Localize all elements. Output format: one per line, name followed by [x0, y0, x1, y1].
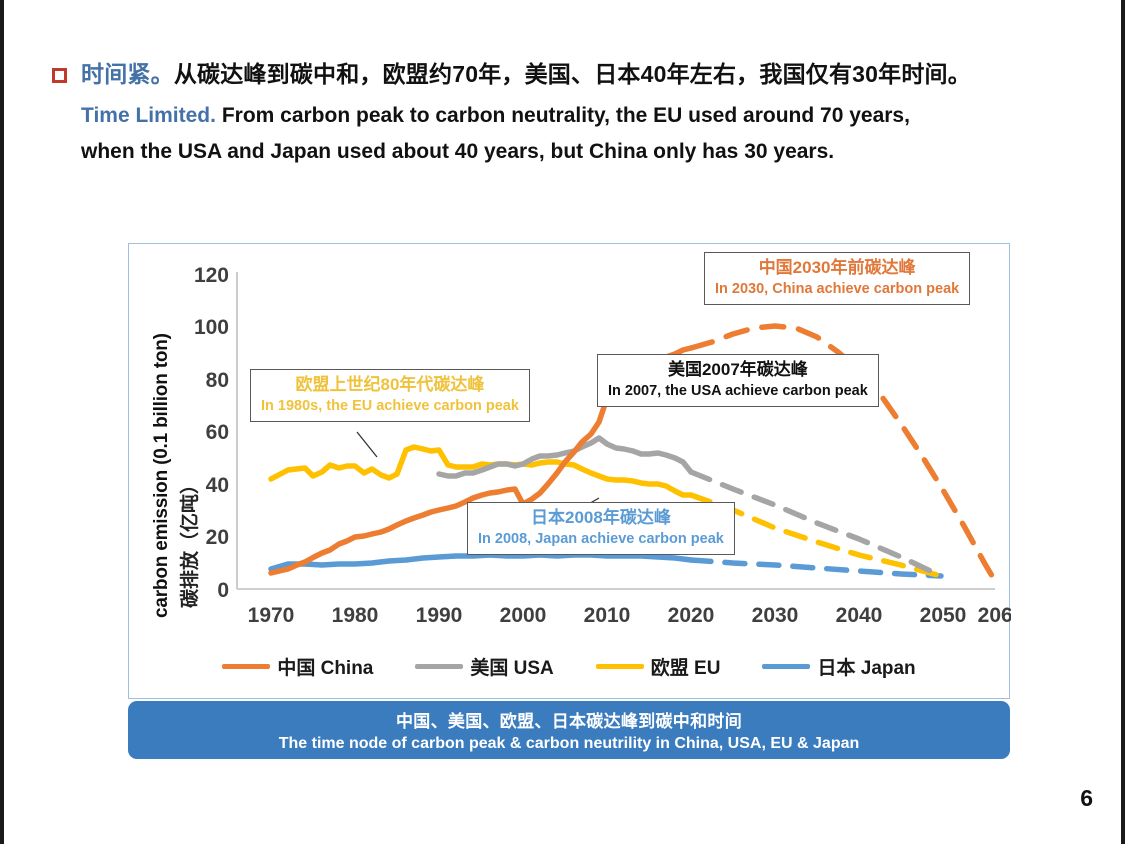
- callout-eu-english: In 1980s, the EU achieve carbon peak: [261, 397, 519, 414]
- chart-legend: 中国 China 美国 USA 欧盟 EU 日本 Japan: [129, 653, 1009, 680]
- svg-text:1980: 1980: [332, 604, 379, 627]
- legend-item-china: 中国 China: [222, 653, 373, 680]
- legend-label-usa: 美国 USA: [470, 658, 554, 679]
- legend-item-eu: 欧盟 EU: [595, 653, 721, 680]
- legend-label-eu: 欧盟 EU: [650, 658, 721, 679]
- svg-text:120: 120: [194, 264, 229, 287]
- callout-china-english: In 2030, China achieve carbon peak: [715, 280, 960, 297]
- legend-item-usa: 美国 USA: [415, 653, 554, 680]
- callout-usa-chinese: 美国2007年碳达峰: [667, 360, 808, 379]
- svg-text:60: 60: [206, 421, 229, 444]
- heading-chinese-line: 时间紧。从碳达峰到碳中和，欧盟约70年，美国、日本40年左右，我国仅有30年时间…: [81, 58, 971, 91]
- series-dashed-usa: [688, 469, 944, 579]
- svg-text:40: 40: [206, 474, 229, 497]
- callout-china-chinese: 中国2030年前碳达峰: [758, 258, 916, 277]
- caption-chinese: 中国、美国、欧盟、日本碳达峰到碳中和时间: [396, 712, 742, 731]
- callout-japan-english: In 2008, Japan achieve carbon peak: [478, 530, 724, 547]
- heading-cn-rest: 从碳达峰到碳中和，欧盟约70年，美国、日本40年左右，我国仅有30年时间。: [173, 61, 971, 87]
- callout-japan-chinese: 日本2008年碳达峰: [531, 508, 671, 527]
- heading-english-line-2: when the USA and Japan used about 40 yea…: [81, 139, 835, 163]
- callout-eu: 欧盟上世纪80年代碳达峰 In 1980s, the EU achieve ca…: [250, 369, 530, 423]
- series-dashed-japan: [688, 557, 944, 579]
- y-axis-ticks: 120 100 80 60 40 20 0: [194, 264, 229, 602]
- legend-swatch-eu: [595, 664, 644, 669]
- heading-en-rest: From carbon peak to carbon neutrality, t…: [215, 104, 910, 128]
- svg-text:2000: 2000: [500, 604, 547, 627]
- legend-swatch-japan: [762, 664, 811, 669]
- heading-block: 时间紧。从碳达峰到碳中和，欧盟约70年，美国、日本40年左右，我国仅有30年时间…: [52, 58, 1082, 167]
- svg-text:2010: 2010: [584, 604, 631, 627]
- chart-inner: carbon emission (0.1 billion ton) 碳排放（亿吨…: [129, 244, 1011, 698]
- callout-usa: 美国2007年碳达峰 In 2007, the USA achieve carb…: [597, 354, 879, 408]
- legend-label-japan: 日本 Japan: [817, 658, 916, 679]
- svg-text:2030: 2030: [752, 604, 799, 627]
- heading-row-1: 时间紧。从碳达峰到碳中和，欧盟约70年，美国、日本40年左右，我国仅有30年时间…: [52, 58, 1082, 91]
- chart-caption-bar: 中国、美国、欧盟、日本碳达峰到碳中和时间 The time node of ca…: [128, 701, 1010, 759]
- heading-english-line-1: Time Limited. From carbon peak to carbon…: [81, 100, 1082, 132]
- page-number: 6: [1080, 785, 1093, 811]
- svg-text:2060: 2060: [978, 604, 1011, 627]
- chart-container: carbon emission (0.1 billion ton) 碳排放（亿吨…: [128, 243, 1011, 699]
- square-bullet-icon: [52, 68, 67, 83]
- heading-en-highlight: Time Limited.: [81, 104, 216, 128]
- svg-text:100: 100: [194, 316, 229, 339]
- svg-text:80: 80: [206, 369, 229, 392]
- leader-line-eu: [356, 431, 378, 458]
- callout-usa-english: In 2007, the USA achieve carbon peak: [608, 382, 868, 399]
- legend-swatch-usa: [415, 664, 464, 669]
- svg-text:20: 20: [206, 526, 229, 549]
- x-axis-ticks: 1970 1980 1990 2000 2010 2020 2030 2040 …: [248, 604, 1011, 627]
- svg-text:1990: 1990: [416, 604, 463, 627]
- heading-cn-highlight: 时间紧。: [81, 61, 174, 87]
- svg-text:1970: 1970: [248, 604, 295, 627]
- svg-text:0: 0: [217, 579, 229, 602]
- series-line-japan: [268, 552, 694, 572]
- svg-text:2040: 2040: [836, 604, 883, 627]
- series-line-usa: [436, 435, 694, 479]
- caption-english: The time node of carbon peak & carbon ne…: [278, 735, 860, 752]
- legend-item-japan: 日本 Japan: [762, 653, 916, 680]
- legend-label-china: 中国 China: [277, 658, 374, 679]
- legend-swatch-china: [222, 664, 271, 669]
- svg-text:2050: 2050: [920, 604, 967, 627]
- chart-plot: 120 100 80 60 40 20 0 1970 1980 1990 200…: [194, 264, 1011, 627]
- callout-china: 中国2030年前碳达峰 In 2030, China achieve carbo…: [704, 252, 971, 306]
- callout-japan: 日本2008年碳达峰 In 2008, Japan achieve carbon…: [467, 502, 735, 556]
- svg-text:2020: 2020: [668, 604, 715, 627]
- callout-eu-chinese: 欧盟上世纪80年代碳达峰: [295, 375, 485, 394]
